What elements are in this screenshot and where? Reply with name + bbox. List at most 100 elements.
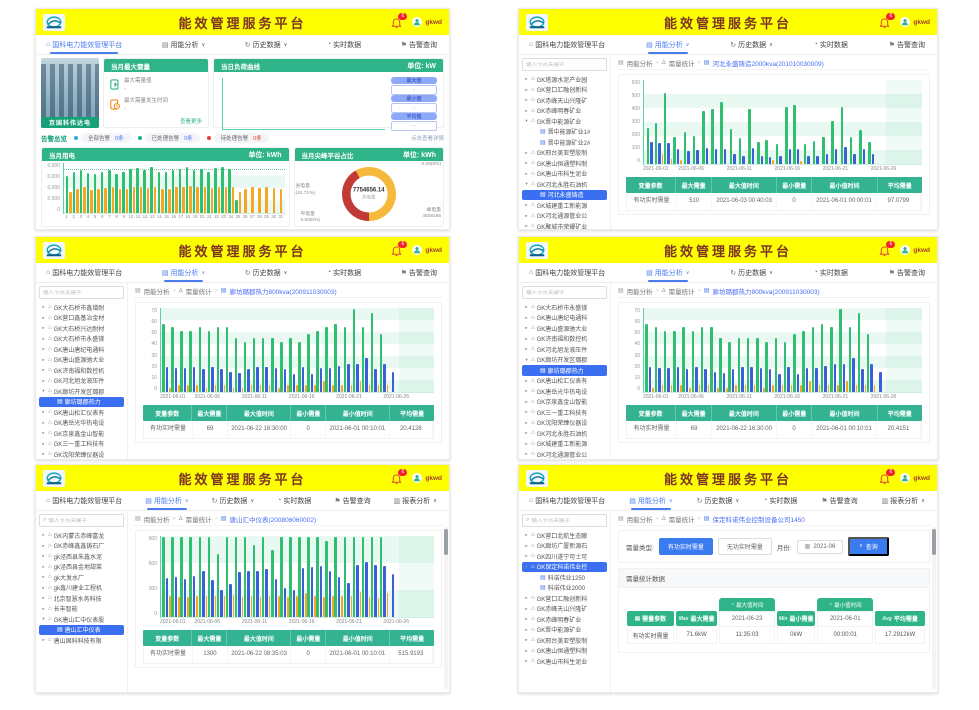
nav-item-alarm[interactable]: ⚑ 告警查询 xyxy=(399,263,439,282)
nav-home[interactable]: ⌂ 国科电力能效管理平台 xyxy=(44,491,124,510)
tree-node[interactable]: ▾ ⌂ GK保定科诺伟业控 xyxy=(522,561,607,572)
nav-home[interactable]: ⌂ 国科电力能效管理平台 xyxy=(527,263,607,282)
node-search-input[interactable] xyxy=(526,289,603,296)
tree-leaf[interactable]: ▤ 晋中能源矿业1# xyxy=(522,127,607,138)
tree-node[interactable]: ▸ ⌂ GK三一重工科技有 xyxy=(39,439,124,450)
tree-node[interactable]: ▸ ⌂ GK大石桥市永盛镁 xyxy=(39,334,124,345)
tree-node[interactable]: ▸ ⌂ GK廊坊广厦新源石 xyxy=(522,541,607,552)
breadcrumb-current[interactable]: 保定科诺伟业控制设备公司1450 xyxy=(712,516,805,524)
tree-node[interactable]: ▸ ⌂ GK唐山盛源驰大业 xyxy=(522,323,607,334)
tree-node[interactable]: ▸ ⌂ GK塔源水泥产业园 xyxy=(522,74,607,85)
tree-node[interactable]: ▸ ⌂ GK邢台美亚塑胶制 xyxy=(522,635,607,646)
month-picker[interactable]: ▦ 2021-06 xyxy=(796,539,844,554)
node-search-input[interactable] xyxy=(526,61,603,68)
breadcrumb-item[interactable]: 用能分析 xyxy=(626,516,653,524)
tree-node[interactable]: ▸ ⌂ GK唐山恒通塑料制 xyxy=(522,646,607,657)
notification-bell-icon[interactable]: 6 xyxy=(879,469,896,485)
nav-item-analysis[interactable]: ▤ 用能分析 ∨ xyxy=(160,263,207,282)
nav-home[interactable]: ⌂ 国科电力能效管理平台 xyxy=(527,491,607,510)
nav-item-realtime[interactable]: ◔ 实时数据 xyxy=(325,35,363,54)
tree-node[interactable]: ▸ ⌂ GK城建重工新能源 xyxy=(522,200,607,211)
tree-node[interactable]: ▸ ⌂ GK唐山松汇仪表有 xyxy=(39,407,124,418)
tree-node[interactable]: ▸ ⌂ GK唐山唐纪电通科 xyxy=(39,344,124,355)
notification-bell-icon[interactable]: 6 xyxy=(391,13,408,29)
tree-node[interactable]: ▸ ⌂ GK聚城市荣耀矿业 xyxy=(522,221,607,229)
scrollbar-thumb[interactable] xyxy=(932,529,936,555)
tree-leaf[interactable]: ▤ 唐山汇中仪表 xyxy=(39,624,124,635)
tree-node[interactable]: ▸ ⌂ GK四川遂宁可士可 xyxy=(522,551,607,562)
tree-node[interactable]: ▸ ⌂ GK沈阳荣臻仪器设 xyxy=(522,418,607,429)
nav-item-alarm[interactable]: ⚑ 告警查询 xyxy=(399,35,439,54)
tree-node[interactable]: ▸ ⌂ GK济南福和数控机 xyxy=(39,365,124,376)
breadcrumb-item[interactable]: 需量统计 xyxy=(185,288,212,296)
notification-bell-icon[interactable]: 6 xyxy=(391,469,408,485)
scrollbar-thumb[interactable] xyxy=(444,529,448,555)
tree-node[interactable]: ▸ ⌂ GK城建重工新能源 xyxy=(522,439,607,450)
breadcrumb-current[interactable]: 河北永盛铸造2000kva(201010030009) xyxy=(712,60,824,68)
nav-item-realtime[interactable]: ◔ 实时数据 xyxy=(812,263,850,282)
nav-item-history[interactable]: ↻ 历史数据 ∨ xyxy=(695,491,742,510)
user-menu[interactable]: gkwd xyxy=(900,473,930,483)
nav-item-report[interactable]: ▥ 报表分析 ∨ xyxy=(392,491,439,510)
tree-node[interactable]: ▸ ⌂ gk大发水厂 xyxy=(39,572,124,583)
tree-node[interactable]: ▸ ⌂ GK唐山唐纪电通科 xyxy=(522,313,607,324)
notification-bell-icon[interactable]: 6 xyxy=(879,13,896,29)
nav-item-history[interactable]: ↻ 历史数据 ∨ xyxy=(728,263,775,282)
view-more-link[interactable]: 查看更多 xyxy=(179,119,202,125)
nav-item-alarm[interactable]: ⚑ 告警查询 xyxy=(887,263,927,282)
tree-node[interactable]: ▸ ⌂ GK唐山恒通塑料制 xyxy=(522,158,607,169)
tree-node[interactable]: ▸ ⌂ GK唐山市科生泥业 xyxy=(522,169,607,180)
tree-node[interactable]: ▸ ⌂ GK营口鑫基冶金材 xyxy=(39,313,124,324)
tree-node[interactable]: ▸ ⌂ GK邢台美亚塑胶制 xyxy=(522,148,607,159)
tree-node[interactable]: ▸ ⌂ gk泾西县朱鑫水泥 xyxy=(39,551,124,562)
alarm-detail-link[interactable]: 点击查看详情 xyxy=(410,136,444,142)
nav-item-realtime[interactable]: ◔ 实时数据 xyxy=(812,35,850,54)
nav-item-analysis[interactable]: ▤ 用能分析 ∨ xyxy=(143,491,190,510)
load-stat-button[interactable]: 平均值 xyxy=(391,113,437,120)
tree-node[interactable]: ▸ ⌂ GK内蒙古赤峰富龙 xyxy=(39,530,124,541)
tree-node[interactable]: ▸ ⌂ GK京泉鑫金山智能 xyxy=(39,428,124,439)
nav-item-analysis[interactable]: ▤ 用能分析 ∨ xyxy=(627,491,674,510)
nav-item-realtime[interactable]: ◔ 实时数据 xyxy=(761,491,799,510)
tree-node[interactable]: ▸ ⌂ GK河北旭龙液压件 xyxy=(39,376,124,387)
tree-node[interactable]: ▾ ⌂ GK唐山汇中仪表股 xyxy=(39,614,124,625)
tree-node[interactable]: ▸ ⌂ 长丰智能 xyxy=(39,604,124,615)
demand-type-option[interactable]: 有功实时需量 xyxy=(658,538,713,555)
nav-item-history[interactable]: ↻ 历史数据 ∨ xyxy=(728,35,775,54)
notification-bell-icon[interactable]: 6 xyxy=(391,241,408,257)
tree-node[interactable]: ▸ ⌂ GK京泉鑫金山智能 xyxy=(522,397,607,408)
tree-node[interactable]: ▸ ⌂ GK赤峰天山兴隆矿 xyxy=(522,95,607,106)
nav-item-realtime[interactable]: ◔ 实时数据 xyxy=(325,263,363,282)
tree-node[interactable]: ▸ ⌂ GK唐山盛源驰大业 xyxy=(39,355,124,366)
nav-item-alarm[interactable]: ⚑ 告警查询 xyxy=(332,491,372,510)
tree-node[interactable]: ▾ ⌂ GK晋中能源矿业 xyxy=(522,116,607,127)
nav-item-realtime[interactable]: ◔ 实时数据 xyxy=(275,491,313,510)
notification-bell-icon[interactable]: 6 xyxy=(879,241,896,257)
breadcrumb-current[interactable]: 廊坊璐郡热力800kva(200911030003) xyxy=(229,288,337,296)
user-menu[interactable]: gkwd xyxy=(900,17,930,27)
tree-node[interactable]: ▸ ⌂ GK晋中能源矿业 xyxy=(522,625,607,636)
alarm-pill[interactable]: 已处理告警 0条 xyxy=(144,133,200,143)
breadcrumb-item[interactable]: 用能分析 xyxy=(626,288,653,296)
tree-node[interactable]: ▸ ⌂ GK河北通源管业公 xyxy=(522,211,607,222)
node-search-input[interactable] xyxy=(531,517,603,524)
user-menu[interactable]: gkwd xyxy=(900,245,930,255)
tree-leaf[interactable]: ▤ 廊坊璐郡热力 xyxy=(522,365,607,376)
tree-node[interactable]: ▸ ⌂ GK唐岳光华热电设 xyxy=(522,386,607,397)
user-menu[interactable]: gkwd xyxy=(412,473,442,483)
breadcrumb-item[interactable]: 用能分析 xyxy=(143,288,170,296)
nav-item-analysis[interactable]: ▤ 用能分析 ∨ xyxy=(644,35,691,54)
tree-node[interactable]: ▸ ⌂ 唐山国科科技有限 xyxy=(39,635,124,646)
tree-node[interactable]: ▸ ⌂ GK赤峰明春矿业 xyxy=(522,614,607,625)
tree-node[interactable]: ▸ ⌂ GK营口北航生态酿 xyxy=(522,530,607,541)
tree-node[interactable]: ▸ ⌂ GK赤峰明春矿业 xyxy=(522,106,607,117)
load-stat-button[interactable]: 最大值 xyxy=(391,77,437,84)
tree-node[interactable]: ▾ ⌂ GK廊坊开发区璐郡 xyxy=(522,355,607,366)
tree-node[interactable]: ▸ ⌂ GK河北永胜石油机 xyxy=(522,428,607,439)
alarm-pill[interactable]: 全部告警 0条 xyxy=(81,133,131,143)
nav-item-analysis[interactable]: ▤ 用能分析 ∨ xyxy=(160,35,207,54)
tree-node[interactable]: ▸ ⌂ GK赤峰天山兴隆矿 xyxy=(522,604,607,615)
breadcrumb-item[interactable]: 用能分析 xyxy=(143,516,170,524)
tree-node[interactable]: ▸ ⌂ GK赤峰鑫鑫铸石厂 xyxy=(39,541,124,552)
node-search-input[interactable] xyxy=(48,517,120,524)
